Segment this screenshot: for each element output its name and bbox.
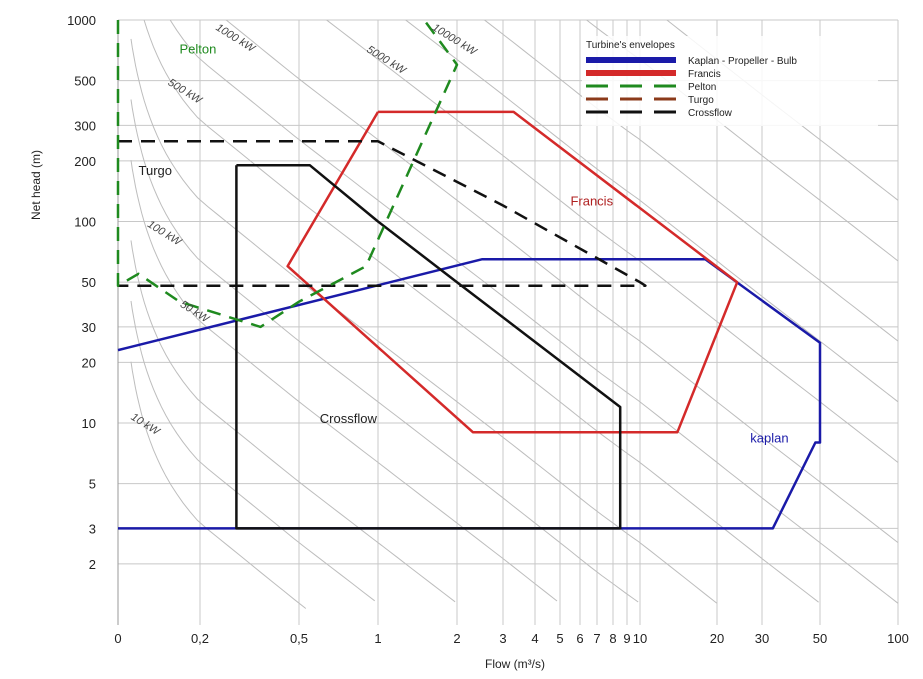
iso-power-line bbox=[130, 38, 718, 604]
legend: Turbine's envelopes Kaplan - Propeller - … bbox=[582, 36, 878, 126]
x-tick-label: 50 bbox=[813, 631, 827, 646]
y-tick-label: 500 bbox=[74, 74, 96, 89]
iso-power-line bbox=[325, 20, 898, 463]
iso-power-line bbox=[225, 20, 898, 543]
power-line-label: 10 kW bbox=[129, 411, 163, 439]
y-tick-label: 1000 bbox=[67, 13, 96, 28]
iso-power-line bbox=[404, 20, 898, 403]
region-label-turgo: Turgo bbox=[139, 163, 172, 178]
series-envelopes bbox=[116, 19, 822, 530]
legend-entry-label: Kaplan - Propeller - Bulb bbox=[688, 56, 797, 67]
power-line-label: 50 kW bbox=[178, 299, 212, 327]
power-line-label: 5000 kW bbox=[364, 44, 409, 78]
region-label-crossflow: Crossflow bbox=[320, 411, 378, 426]
y-tick-label: 200 bbox=[74, 154, 96, 169]
series-kaplan bbox=[117, 257, 822, 530]
y-tick-label: 30 bbox=[82, 320, 96, 335]
x-tick-label: 1 bbox=[374, 631, 381, 646]
iso-power-line bbox=[130, 361, 307, 609]
x-tick-label: 7 bbox=[593, 631, 600, 646]
region-label-kaplan: kaplan bbox=[750, 431, 788, 446]
x-tick-label: 2 bbox=[453, 631, 460, 646]
region-label-francis: Francis bbox=[570, 194, 613, 209]
x-tick-label: 4 bbox=[531, 631, 538, 646]
y-tick-label: 3 bbox=[89, 521, 96, 536]
x-tick-label: 10 bbox=[633, 631, 647, 646]
legend-entry-label: Turgo bbox=[688, 95, 714, 106]
legend-title: Turbine's envelopes bbox=[586, 40, 675, 51]
y-tick-label: 20 bbox=[82, 355, 96, 370]
power-line-label: 10000 kW bbox=[430, 22, 480, 59]
iso-power-line bbox=[483, 20, 898, 342]
x-tick-label: 0,2 bbox=[191, 631, 209, 646]
y-tick-label: 10 bbox=[82, 416, 96, 431]
x-tick-label: 5 bbox=[556, 631, 563, 646]
series-turgo bbox=[118, 140, 647, 287]
x-tick-label: 0 bbox=[114, 631, 121, 646]
y-axis-title: Net head (m) bbox=[29, 150, 43, 220]
power-lines bbox=[130, 20, 898, 609]
power-line-label: 1000 kW bbox=[214, 22, 259, 56]
series-francis bbox=[286, 110, 739, 434]
iso-power-line bbox=[130, 300, 376, 602]
legend-entry-label: Crossflow bbox=[688, 108, 733, 119]
legend-entry-label: Pelton bbox=[688, 82, 716, 93]
iso-power-line bbox=[130, 99, 639, 603]
iso-power-line bbox=[143, 20, 819, 603]
x-tick-label: 100 bbox=[887, 631, 909, 646]
x-tick-label: 9 bbox=[623, 631, 630, 646]
x-tick-label: 3 bbox=[499, 631, 506, 646]
y-tick-label: 2 bbox=[89, 557, 96, 572]
y-tick-label: 300 bbox=[74, 118, 96, 133]
legend-entry-label: Francis bbox=[688, 69, 721, 80]
axis-ticks: 0 0,2 0,5 1 2 3 4 5 6 7 8 9 10 20 30 50 1001000500300200… bbox=[67, 13, 909, 646]
y-tick-label: 5 bbox=[89, 477, 96, 492]
y-tick-label: 100 bbox=[74, 215, 96, 230]
x-tick-label: 8 bbox=[609, 631, 616, 646]
iso-power-line bbox=[130, 160, 558, 602]
series-pelton bbox=[116, 19, 459, 329]
series-crossflow bbox=[235, 164, 622, 530]
x-axis-title: Flow (m³/s) bbox=[485, 657, 545, 671]
x-tick-label: 6 bbox=[576, 631, 583, 646]
x-tick-label: 30 bbox=[755, 631, 769, 646]
iso-power-line bbox=[169, 20, 898, 604]
x-tick-label: 0,5 bbox=[290, 631, 308, 646]
region-label-pelton: Pelton bbox=[180, 42, 217, 57]
y-tick-label: 50 bbox=[82, 275, 96, 290]
iso-power-line bbox=[130, 240, 456, 603]
x-tick-label: 20 bbox=[710, 631, 724, 646]
